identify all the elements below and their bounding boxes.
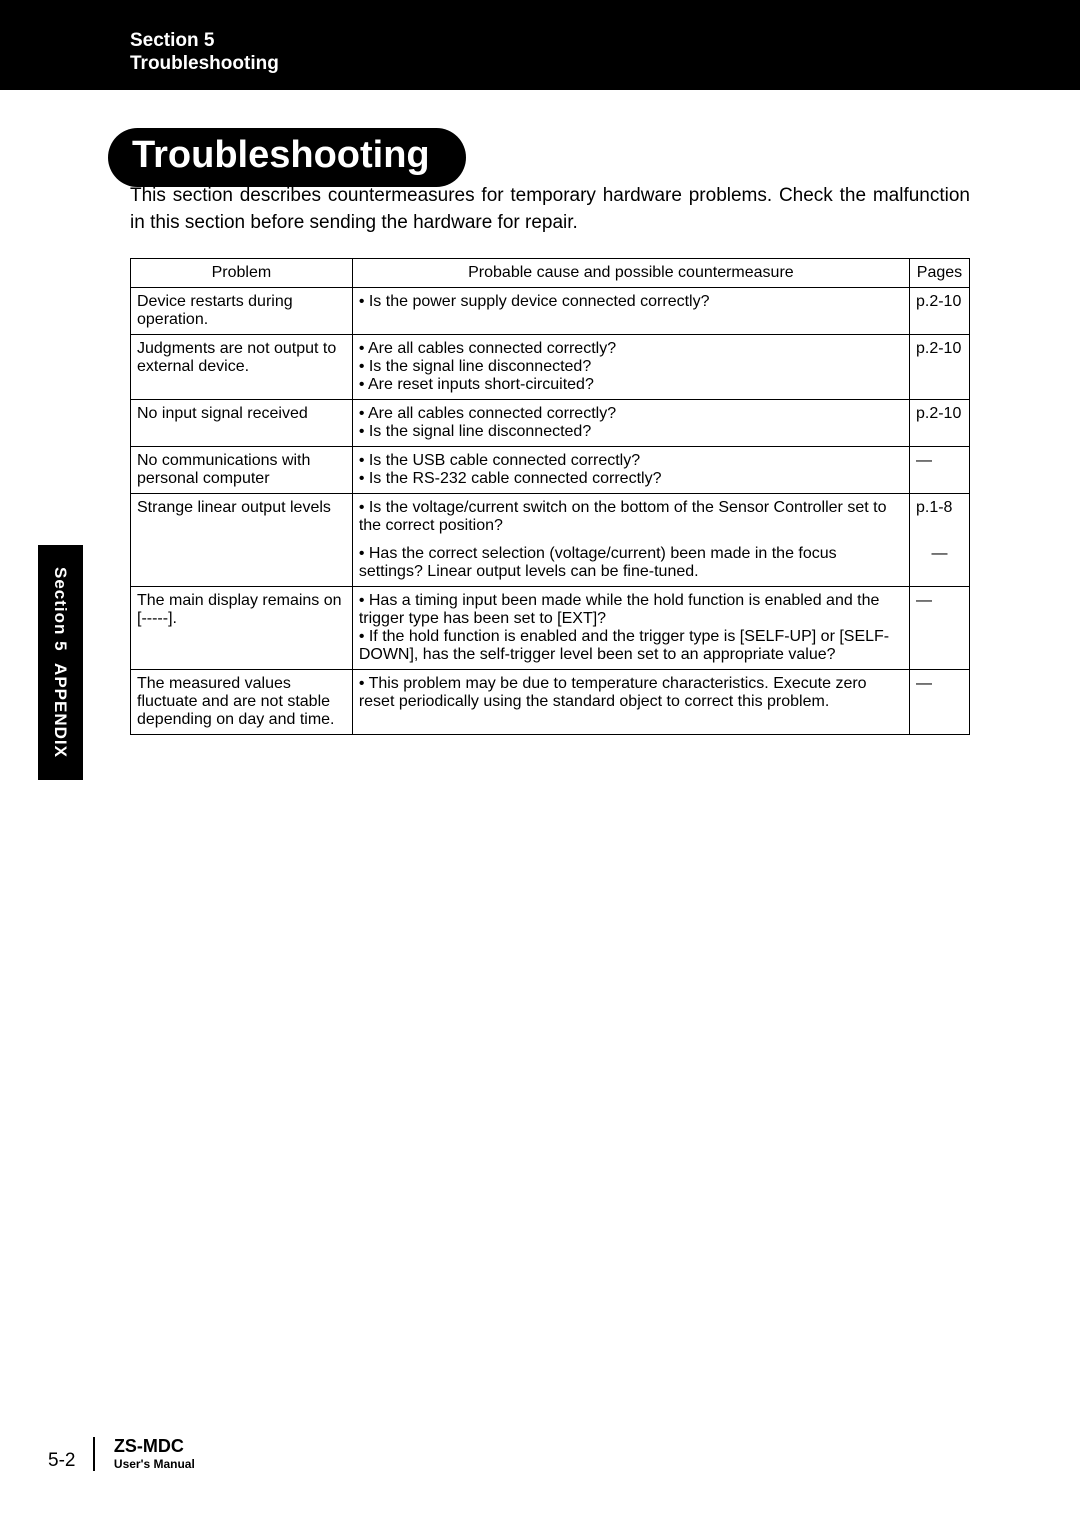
page-number: 5-2 [48,1437,95,1471]
th-pages: Pages [909,259,969,288]
cell-pages: ― [909,540,969,587]
footer: 5-2 ZS-MDC User's Manual [48,1436,1028,1476]
cell-pages: p.1-8 [909,494,969,541]
table-row: Judgments are not output to external dev… [131,335,970,400]
side-tab-appendix: APPENDIX [51,663,70,758]
cell-pages: p.2-10 [909,400,969,447]
cell-cause: • Are all cables connected correctly? • … [352,400,909,447]
page: Section 5 Troubleshooting Section 5 APPE… [0,0,1080,1526]
cell-pages: ― [909,587,969,670]
cell-problem: The main display remains on [-----]. [131,587,353,670]
cell-pages: ― [909,447,969,494]
cell-pages: p.2-10 [909,288,969,335]
th-problem: Problem [131,259,353,288]
cell-pages: p.2-10 [909,335,969,400]
side-tab: Section 5 APPENDIX [38,545,83,780]
cell-cause: • Has the correct selection (voltage/cur… [352,540,909,587]
cell-cause: • Is the voltage/current switch on the b… [352,494,909,541]
table-row: Device restarts during operation. • Is t… [131,288,970,335]
side-tab-section: Section 5 [51,567,70,652]
header-bar: Section 5 Troubleshooting [0,0,1080,90]
cell-problem: Device restarts during operation. [131,288,353,335]
footer-subtitle: User's Manual [114,1457,195,1471]
intro-text: This section describes countermeasures f… [130,183,970,236]
cell-problem: No communications with personal computer [131,447,353,494]
side-tab-text: Section 5 APPENDIX [50,555,70,770]
table-row: Strange linear output levels • Is the vo… [131,494,970,541]
troubleshooting-table: Problem Probable cause and possible coun… [130,258,970,735]
cell-problem: Judgments are not output to external dev… [131,335,353,400]
footer-model: ZS-MDC [114,1436,195,1457]
cell-cause: • Is the USB cable connected correctly? … [352,447,909,494]
cell-problem: Strange linear output levels [131,494,353,587]
cell-cause: • Has a timing input been made while the… [352,587,909,670]
cell-cause: • Are all cables connected correctly? • … [352,335,909,400]
footer-text: ZS-MDC User's Manual [100,1436,195,1471]
table-row: No input signal received • Are all cable… [131,400,970,447]
cell-cause: • This problem may be due to temperature… [352,670,909,735]
header-title-label: Troubleshooting [130,53,1080,75]
th-cause: Probable cause and possible countermeasu… [352,259,909,288]
header-section-label: Section 5 [130,30,1080,53]
cell-pages: ― [909,670,969,735]
page-title: Troubleshooting [108,128,466,187]
table-row: The main display remains on [-----]. • H… [131,587,970,670]
cell-problem: No input signal received [131,400,353,447]
table-row: No communications with personal computer… [131,447,970,494]
cell-problem: The measured values fluctuate and are no… [131,670,353,735]
table-row: The measured values fluctuate and are no… [131,670,970,735]
cell-cause: • Is the power supply device connected c… [352,288,909,335]
table-header-row: Problem Probable cause and possible coun… [131,259,970,288]
